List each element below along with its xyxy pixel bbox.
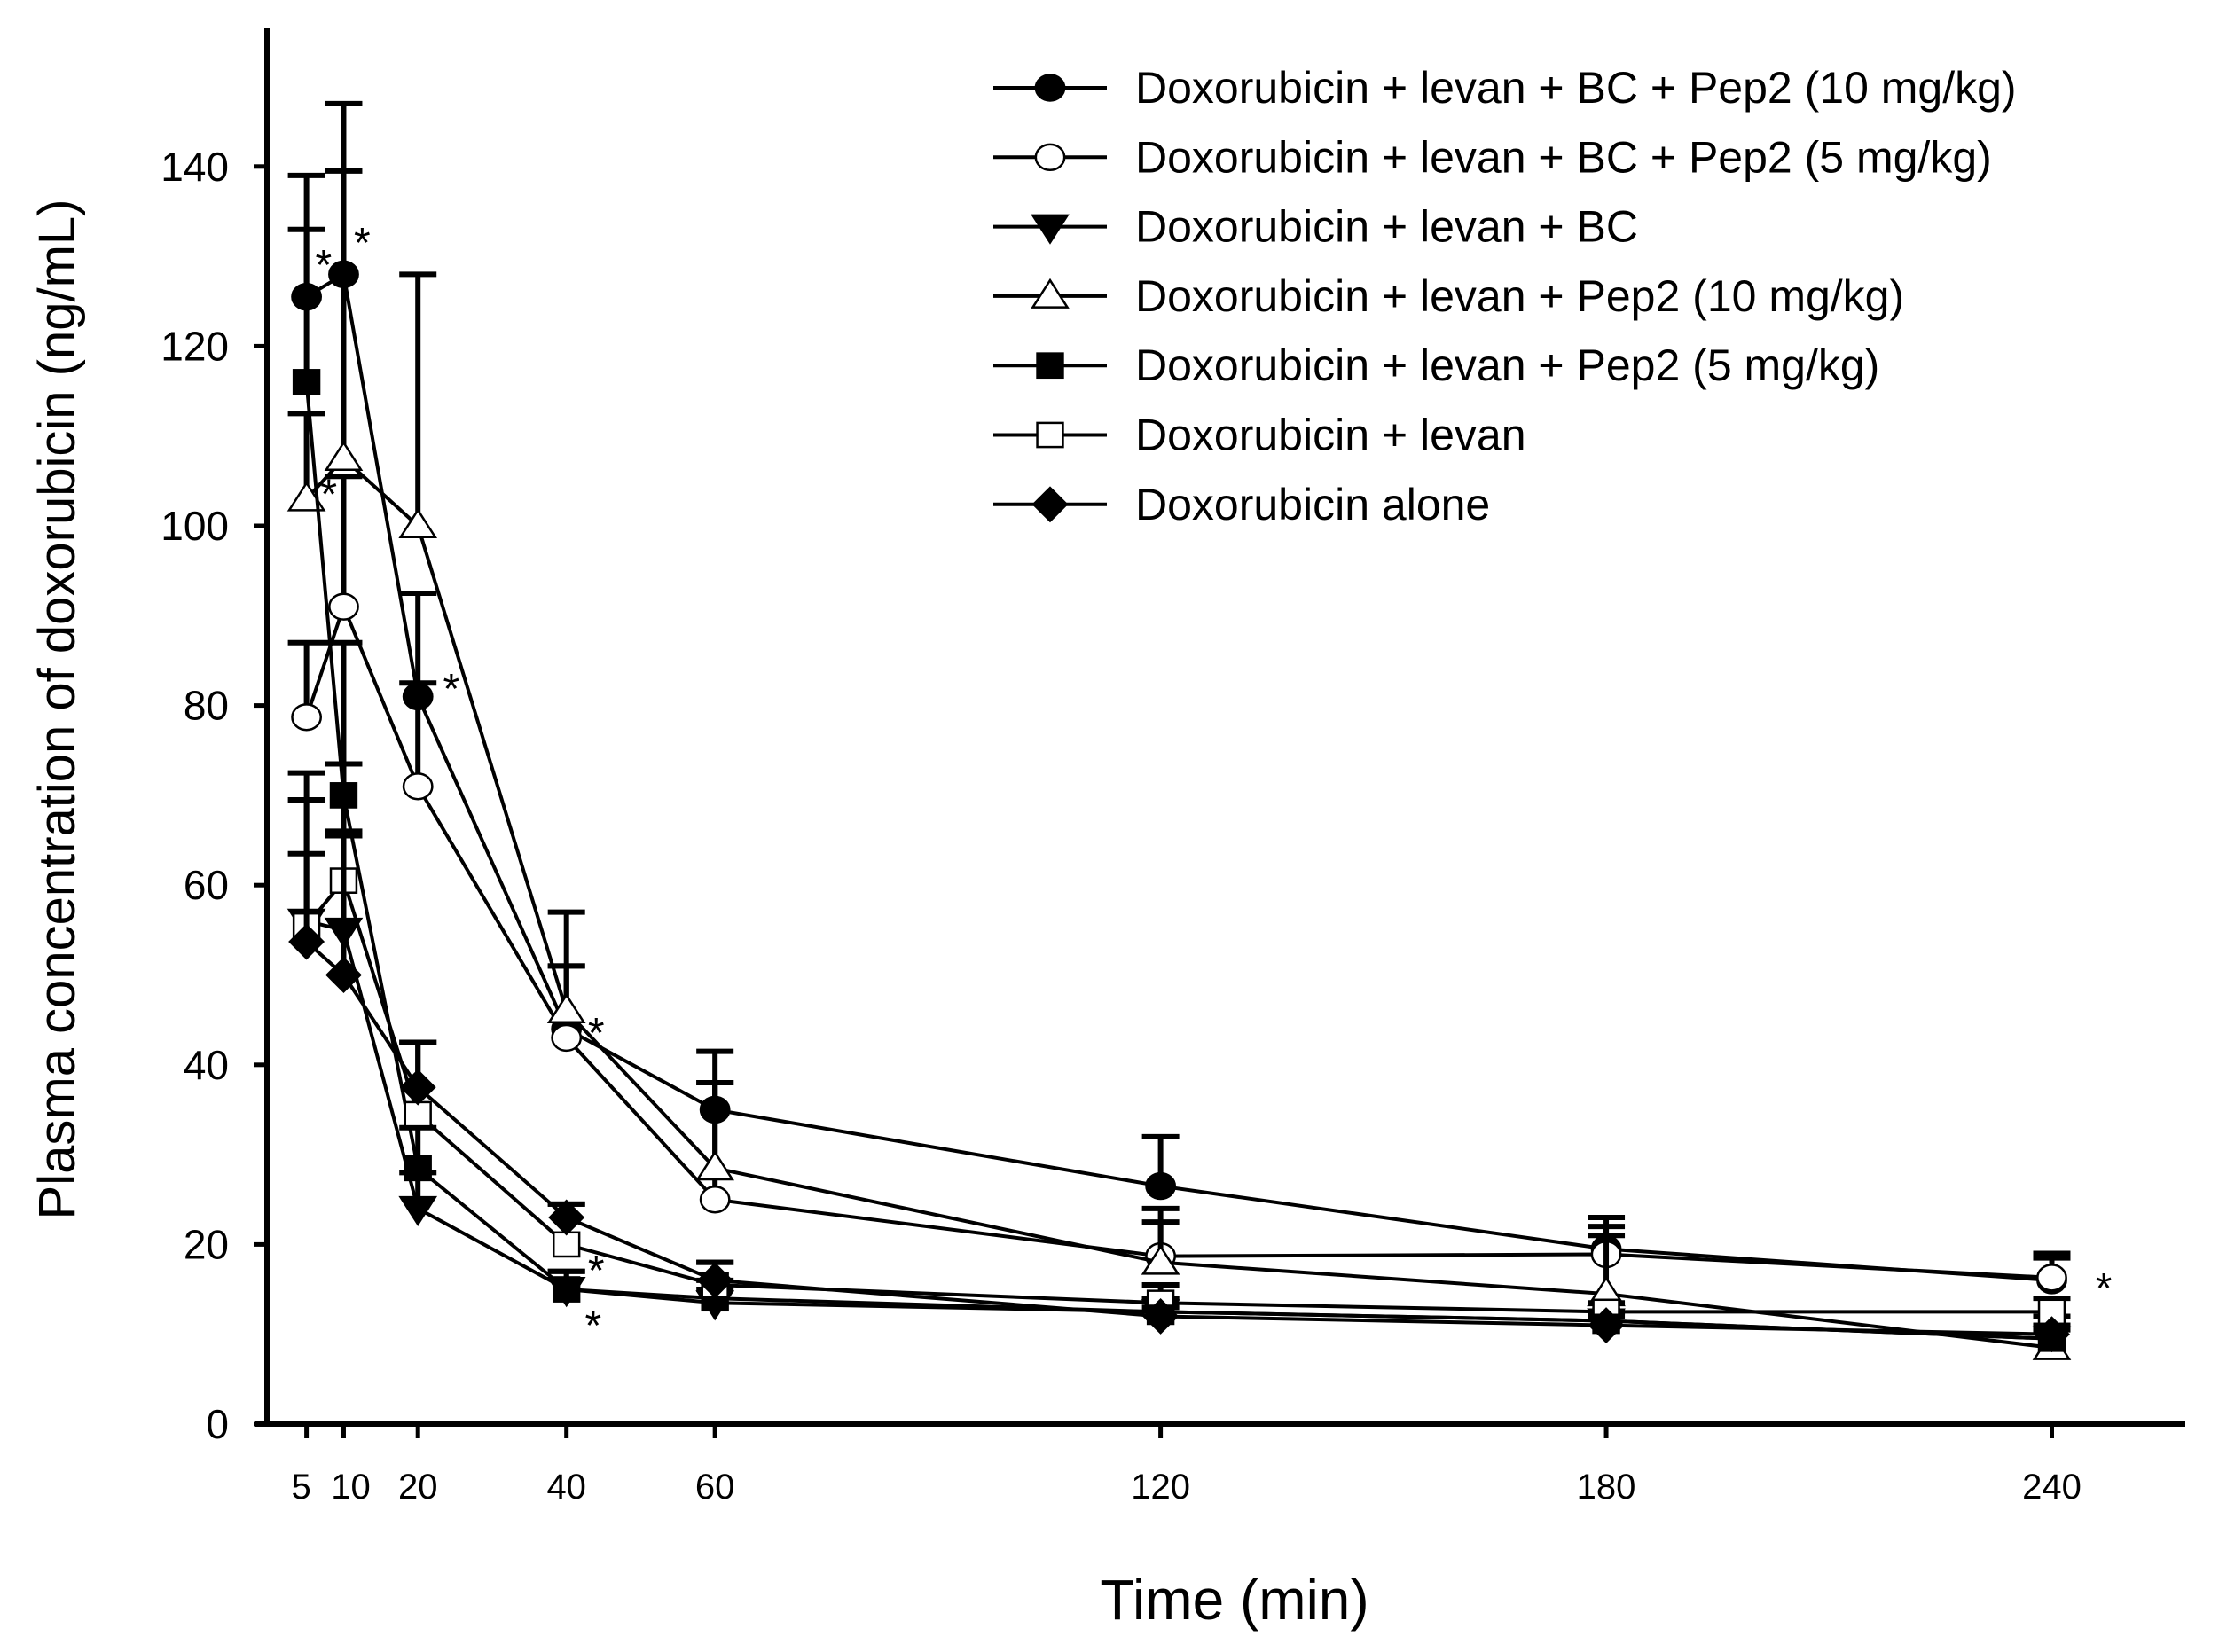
y-tick-label: 100 xyxy=(161,503,229,549)
square-marker xyxy=(552,1276,581,1303)
y-tick-label: 60 xyxy=(184,862,229,908)
diamond-marker xyxy=(399,1069,436,1106)
y-tick-label: 20 xyxy=(184,1221,229,1267)
significance-asterisk: * xyxy=(588,1010,605,1057)
series-5 xyxy=(287,226,2071,1352)
triangle-up-marker xyxy=(546,992,586,1024)
legend-entry: Doxorubicin + levan + Pep2 (5 mg/kg) xyxy=(1135,341,1879,390)
y-axis-label: Plasma concentration of doxorubicin (ng/… xyxy=(28,200,86,1220)
circle-marker xyxy=(1034,143,1066,172)
x-tick-label: 5 xyxy=(291,1468,310,1507)
plot-area: * * * * * * * * xyxy=(286,100,2113,1360)
triangle-up-marker xyxy=(398,507,438,538)
circle-marker xyxy=(699,1186,731,1214)
diamond-marker xyxy=(696,1262,733,1299)
triangle-down-marker xyxy=(1031,214,1070,245)
series-line xyxy=(304,601,2052,1280)
circle-marker xyxy=(1145,1171,1177,1201)
significance-asterisk: * xyxy=(320,471,337,518)
significance-asterisk: * xyxy=(443,666,460,713)
diamond-marker xyxy=(325,957,362,993)
x-tick-label: 20 xyxy=(398,1468,438,1507)
y-tick-label: 0 xyxy=(206,1401,229,1447)
legend-entry: Doxorubicin + levan + BC xyxy=(1135,202,1638,252)
square-marker xyxy=(404,1155,432,1182)
y-tick-label: 80 xyxy=(184,683,229,729)
legend-entry: Doxorubicin alone xyxy=(1135,480,1490,529)
x-tick-label: 60 xyxy=(695,1468,735,1507)
legend: Doxorubicin + levan + BC + Pep2 (10 mg/k… xyxy=(993,63,2017,529)
legend-entry: Doxorubicin + levan + Pep2 (10 mg/kg) xyxy=(1135,271,1904,321)
diamond-marker xyxy=(1031,486,1069,523)
square-marker xyxy=(1036,352,1064,380)
triangle-up-marker xyxy=(1031,278,1070,309)
series-line xyxy=(305,877,2052,1314)
circle-marker xyxy=(1034,74,1066,102)
circle-marker xyxy=(328,592,359,621)
y-tick-label: 120 xyxy=(161,323,229,369)
triangle-up-marker xyxy=(1141,1244,1180,1275)
circle-marker xyxy=(402,772,434,801)
legend-entry: Doxorubicin + levan xyxy=(1135,411,1526,460)
legend-entry: Doxorubicin + levan + BC + Pep2 (5 mg/kg… xyxy=(1135,132,1992,182)
diamond-marker xyxy=(288,923,325,960)
triangle-down-marker xyxy=(398,1195,438,1227)
significance-asterisk: * xyxy=(354,220,371,267)
significance-asterisk: * xyxy=(584,1303,601,1350)
x-axis-label: Time (min) xyxy=(1100,1568,1368,1632)
x-tick-label: 120 xyxy=(1131,1468,1190,1507)
x-tick-label: 180 xyxy=(1577,1468,1636,1507)
axes: 0 20 40 60 80 100 120 140 5 10 20 40 60 120 180 240 xyxy=(161,28,2185,1507)
y-tick-label: 140 xyxy=(161,144,229,190)
triangle-up-marker xyxy=(695,1150,735,1181)
square-marker xyxy=(404,1100,432,1128)
square-marker xyxy=(552,1231,581,1258)
x-tick-label: 240 xyxy=(2022,1468,2082,1507)
circle-marker xyxy=(291,703,323,732)
series-4 xyxy=(286,168,2072,1360)
series-line xyxy=(305,271,2052,1282)
legend-entry: Doxorubicin + levan + BC + Pep2 (10 mg/k… xyxy=(1135,63,2017,113)
diamond-marker xyxy=(1588,1307,1625,1344)
significance-asterisk: * xyxy=(316,242,333,289)
triangle-up-marker xyxy=(324,440,364,472)
series-2 xyxy=(287,474,2071,1292)
square-marker xyxy=(1036,421,1064,449)
diamond-marker xyxy=(548,1199,585,1236)
circle-marker xyxy=(551,1023,583,1053)
y-tick-label: 40 xyxy=(184,1042,229,1088)
series-line xyxy=(304,381,2052,1341)
significance-asterisk: * xyxy=(2096,1265,2113,1312)
x-tick-label: 40 xyxy=(546,1468,586,1507)
series-7 xyxy=(287,770,2071,1353)
diamond-marker xyxy=(2034,1316,2070,1353)
series-line xyxy=(305,940,2052,1336)
x-tick-label: 10 xyxy=(331,1468,371,1507)
square-marker xyxy=(292,369,321,395)
diamond-marker xyxy=(1142,1297,1180,1335)
significance-asterisk: * xyxy=(588,1248,605,1295)
circle-marker xyxy=(2036,1264,2067,1292)
